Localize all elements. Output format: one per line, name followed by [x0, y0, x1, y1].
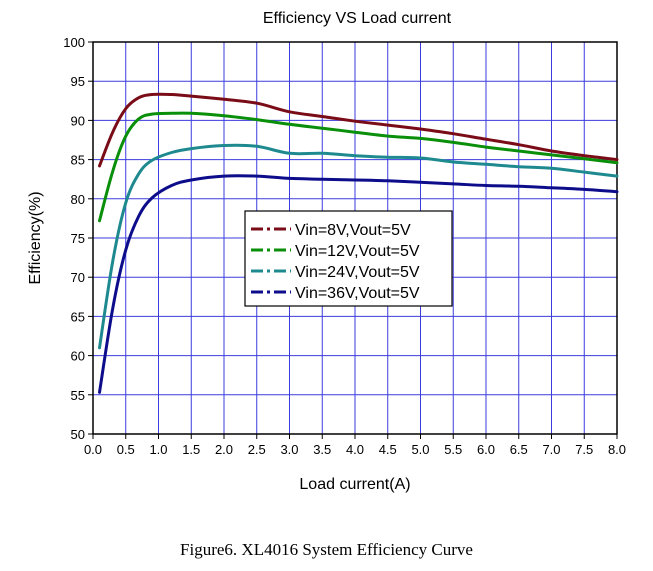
x-tick-label-8: 4.0 — [346, 442, 364, 457]
y-axis-label: Efficiency(%) — [27, 191, 44, 284]
x-tick-label-12: 6.0 — [477, 442, 495, 457]
x-tick-label-6: 3.0 — [280, 442, 298, 457]
legend-label-3: Vin=24V,Vout=5V — [295, 264, 420, 281]
series-line-2 — [98, 111, 619, 223]
x-tick-label-9: 4.5 — [379, 442, 397, 457]
y-tick-label-3: 65 — [71, 309, 85, 324]
legend-label-2: Vin=12V,Vout=5V — [295, 243, 420, 260]
series-line-1 — [98, 92, 619, 168]
y-tick-label-7: 85 — [71, 153, 85, 168]
y-tick-label-9: 95 — [71, 74, 85, 89]
x-tick-label-7: 3.5 — [313, 442, 331, 457]
chart-title: Efficiency VS Load current — [263, 10, 452, 27]
figure-caption: Figure6. XL4016 System Efficiency Curve — [180, 540, 473, 559]
y-tick-label-10: 100 — [63, 35, 85, 50]
x-tick-label-4: 2.0 — [215, 442, 233, 457]
legend-box — [244, 210, 453, 307]
x-tick-label-14: 7.0 — [542, 442, 560, 457]
y-tick-label-1: 55 — [71, 388, 85, 403]
y-tick-label-2: 60 — [71, 349, 85, 364]
x-tick-label-11: 5.5 — [444, 442, 462, 457]
x-tick-label-2: 1.0 — [149, 442, 167, 457]
legend-label-1: Vin=8V,Vout=5V — [295, 222, 411, 239]
y-tick-label-8: 90 — [71, 113, 85, 128]
x-tick-label-1: 0.5 — [117, 442, 135, 457]
x-tick-label-3: 1.5 — [182, 442, 200, 457]
y-tick-label-4: 70 — [71, 270, 85, 285]
series-lines — [98, 92, 619, 394]
y-tick-label-6: 80 — [71, 192, 85, 207]
y-tick-label-5: 75 — [71, 231, 85, 246]
x-tick-label-0: 0.0 — [84, 442, 102, 457]
legend: Vin=8V,Vout=5V Vin=12V,Vout=5V Vin=24V,Vou… — [244, 210, 453, 307]
x-tick-label-13: 6.5 — [510, 442, 528, 457]
series-line-3 — [98, 143, 619, 350]
x-axis-ticks: 0.0 0.5 1.0 1.5 2.0 2.5 3.0 3.5 4.0 4.5 5.0 5.5 6.0 6… — [84, 434, 626, 457]
x-tick-label-15: 7.5 — [575, 442, 593, 457]
y-axis-ticks: 50 55 60 65 70 75 80 85 90 95 100 — [63, 35, 93, 442]
series-line-4 — [98, 174, 619, 394]
y-tick-label-0: 50 — [71, 427, 85, 442]
x-tick-label-5: 2.5 — [248, 442, 266, 457]
x-axis-label: Load current(A) — [299, 476, 410, 493]
x-tick-label-16: 8.0 — [608, 442, 626, 457]
legend-label-4: Vin=36V,Vout=5V — [295, 285, 420, 302]
x-tick-label-10: 5.0 — [411, 442, 429, 457]
